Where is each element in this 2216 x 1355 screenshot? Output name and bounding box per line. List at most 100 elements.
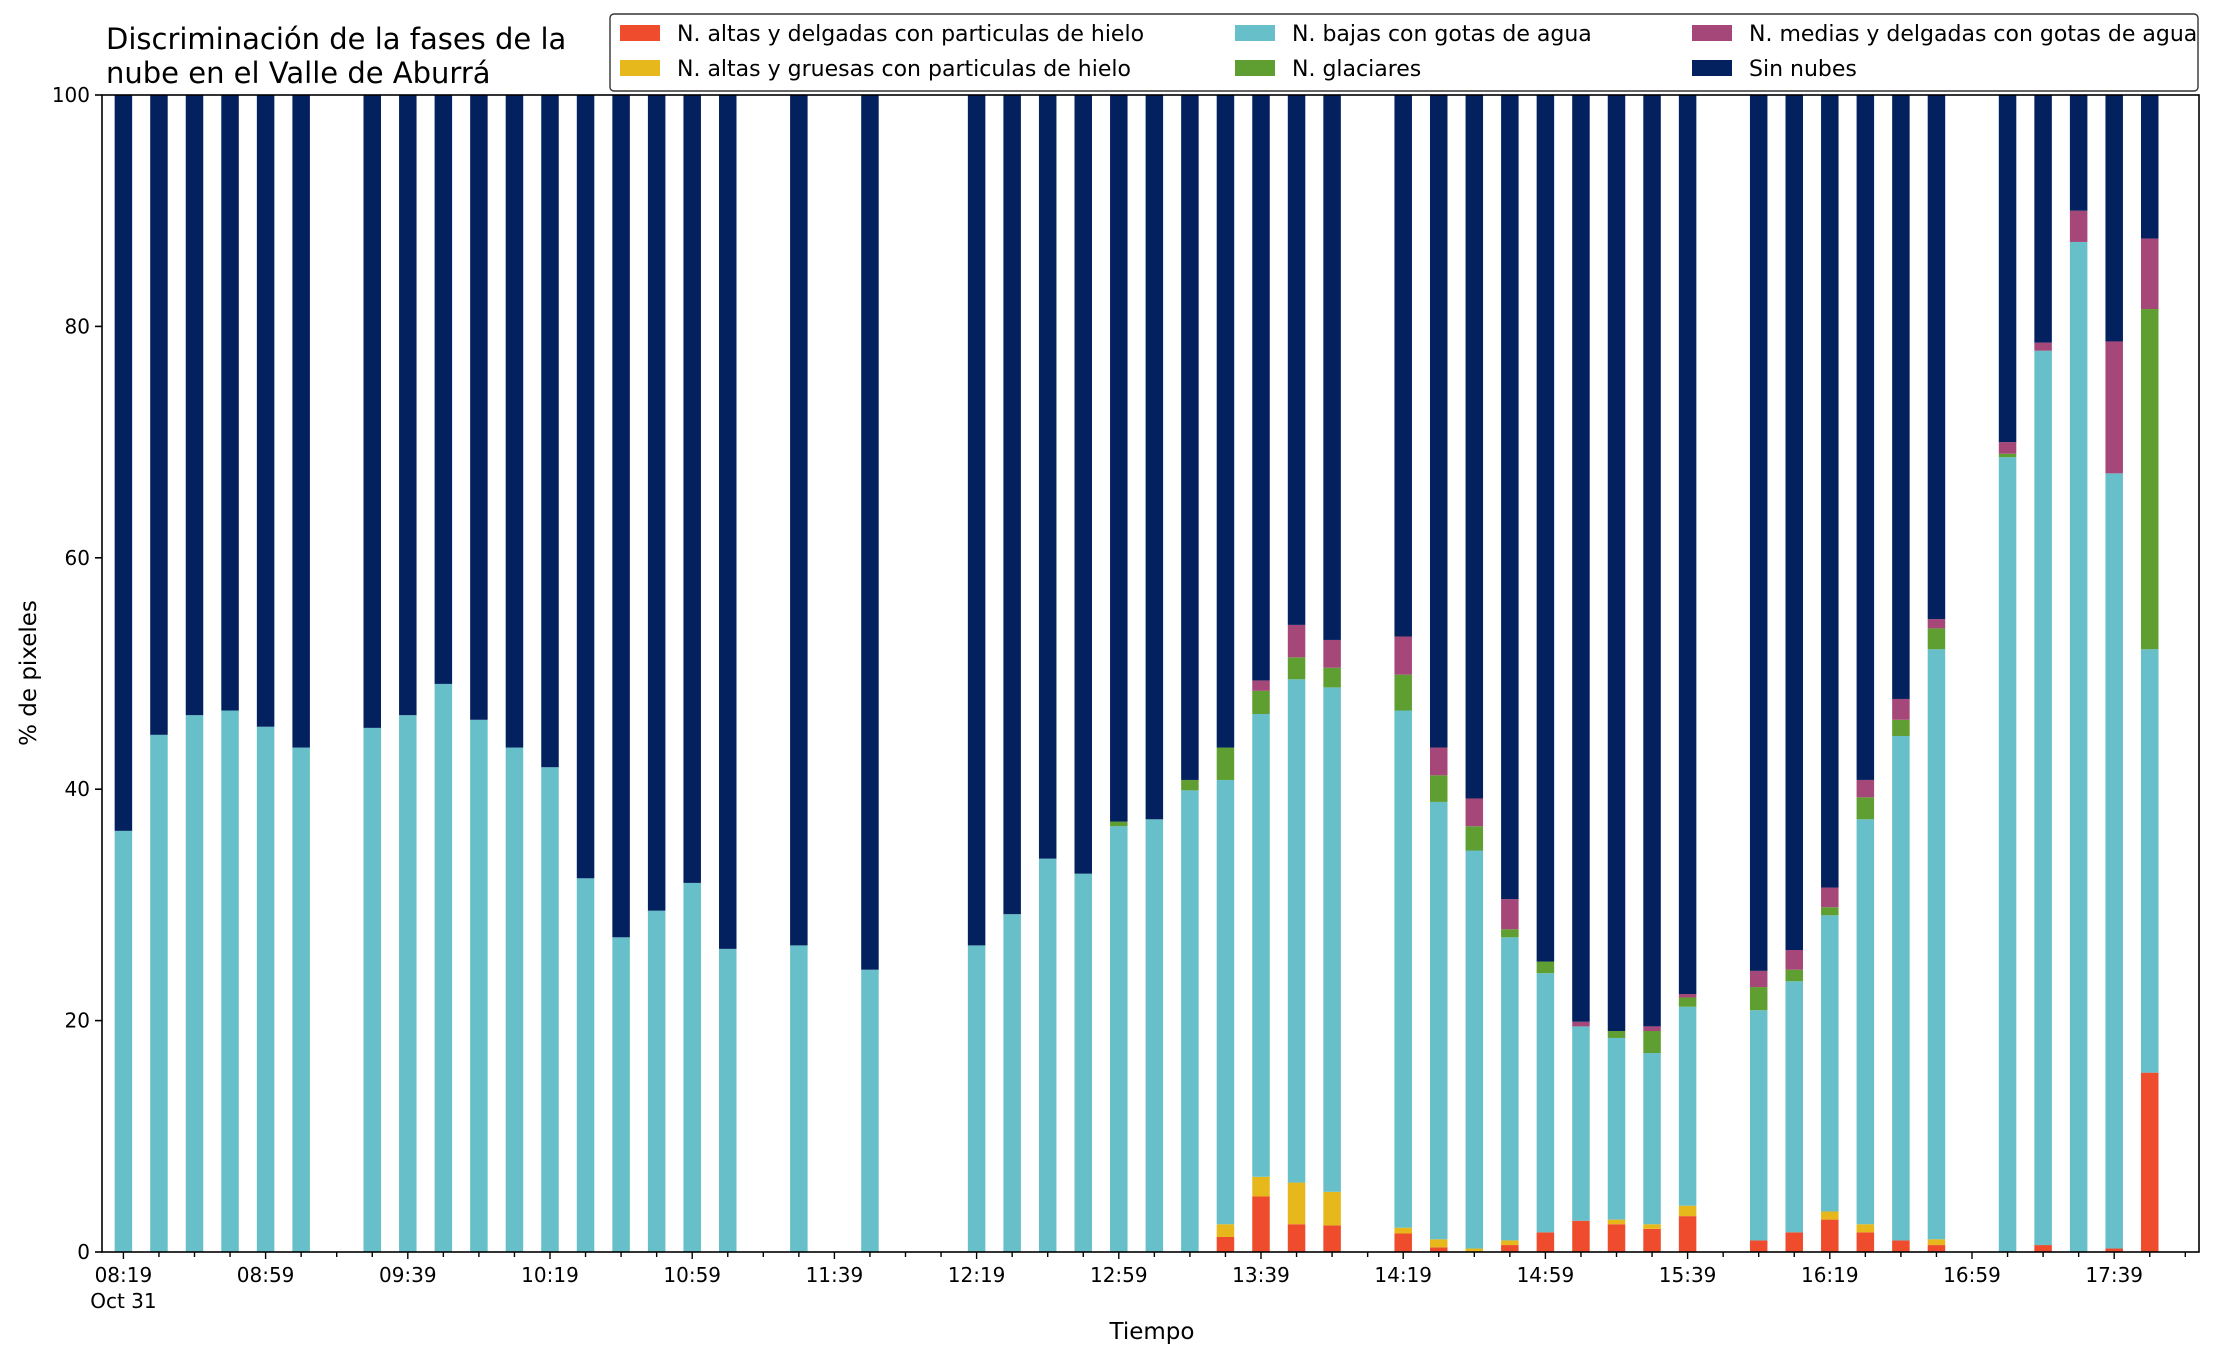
x-tick-label: 08:59 [237, 1263, 295, 1287]
bar-segment [150, 95, 168, 735]
bar-segment [1430, 747, 1448, 776]
bar-segment [114, 95, 133, 831]
bar-segment [1501, 1245, 1519, 1252]
bar-segment [2141, 95, 2159, 239]
bar-segment [1892, 719, 1910, 736]
bar-segment [2069, 210, 2088, 242]
bar-segment [1856, 1232, 1875, 1252]
bar-segment [1394, 710, 1412, 1228]
bar-segment [1749, 987, 1768, 1011]
bar-segment [790, 95, 808, 946]
bar-stack-group [114, 95, 2159, 1252]
bar-segment [1892, 1240, 1910, 1252]
bar-segment [1181, 790, 1199, 1252]
bar-segment [470, 719, 488, 1252]
bar-segment [1536, 961, 1555, 974]
bar-segment [1003, 95, 1021, 915]
bar-segment [505, 747, 524, 1252]
bar-segment [1536, 973, 1555, 1233]
legend-label: N. altas y delgadas con particulas de hi… [677, 22, 1144, 47]
legend-label: N. medias y delgadas con gotas de agua [1749, 22, 2197, 47]
bar-segment [1785, 1232, 1803, 1252]
bar-segment [967, 945, 986, 1252]
bar-segment [1607, 1224, 1626, 1252]
legend-frame [609, 13, 2199, 92]
bar-segment [1216, 1236, 1235, 1252]
bar-segment [719, 948, 737, 1252]
bar-segment [1643, 1053, 1661, 1225]
bar-segment [1643, 95, 1661, 1027]
bar-segment [1892, 95, 1910, 699]
bar-segment [1252, 690, 1270, 714]
y-axis: 0 20 40 60 80 100 [52, 83, 102, 1264]
y-tick-label: 20 [65, 1009, 90, 1033]
bar-segment [1998, 442, 2017, 454]
bar-segment [576, 878, 595, 1252]
bar-segment [1323, 639, 1341, 668]
bar-segment [1465, 826, 1484, 851]
bar-segment [1501, 899, 1519, 930]
bar-segment [1785, 950, 1803, 970]
bar-segment [256, 726, 275, 1252]
bar-segment [1785, 981, 1803, 1233]
bar-segment [1145, 95, 1164, 820]
bar-segment [1323, 95, 1341, 640]
bar-segment [2034, 342, 2052, 351]
y-tick-label: 40 [65, 777, 90, 801]
bar-segment [221, 710, 239, 1252]
bar-segment [2034, 1245, 2052, 1252]
x-tick-label: 12:19 [948, 1263, 1006, 1287]
bar-segment [1465, 1248, 1484, 1252]
bar-segment [1785, 95, 1803, 951]
bar-segment [1465, 95, 1484, 799]
x-tick-label: 16:59 [1943, 1263, 2001, 1287]
bar-segment [1145, 819, 1164, 1252]
bar-segment [2141, 309, 2159, 650]
x-tick-label: 15:39 [1659, 1263, 1717, 1287]
bar-segment [1572, 1026, 1590, 1221]
bar-segment [612, 937, 630, 1252]
x-tick-label: 16:19 [1801, 1263, 1859, 1287]
bar-segment [505, 95, 524, 748]
bar-segment [256, 95, 275, 727]
bar-segment [1252, 1176, 1270, 1197]
bar-segment [2034, 350, 2052, 1246]
bar-segment [1678, 1216, 1697, 1252]
bar-segment [1216, 747, 1235, 780]
bar-segment [1678, 95, 1697, 994]
bar-segment [1430, 95, 1448, 748]
x-tick-label: 14:59 [1517, 1263, 1575, 1287]
x-tick-sublabel: Oct 31 [90, 1289, 156, 1313]
bar-segment [1998, 95, 2017, 443]
bar-segment [719, 95, 737, 949]
legend: N. altas y delgadas con particulas de hi… [609, 13, 2199, 92]
bar-segment [1216, 779, 1235, 1225]
bar-segment [2069, 241, 2088, 1252]
bar-segment [1501, 929, 1519, 938]
bar-segment [1181, 779, 1199, 791]
legend-swatch [1692, 60, 1732, 76]
bar-segment [1287, 1182, 1306, 1225]
bar-segment [1394, 674, 1412, 711]
bar-segment [399, 715, 417, 1252]
bar-segment [1287, 679, 1306, 1183]
bar-segment [1856, 819, 1875, 1225]
x-tick-label: 14:19 [1374, 1263, 1432, 1287]
chart-title-line-1: Discriminación de la fases de la [106, 22, 566, 56]
bar-segment [1323, 1225, 1341, 1252]
bar-segment [2105, 95, 2123, 342]
bar-segment [1074, 95, 1092, 874]
x-tick-label: 10:59 [663, 1263, 721, 1287]
legend-label: N. altas y gruesas con particulas de hie… [677, 57, 1131, 82]
bar-segment [1678, 1205, 1697, 1217]
x-tick-label: 09:39 [379, 1263, 437, 1287]
bar-segment [1110, 821, 1128, 827]
bar-segment [1678, 1006, 1697, 1206]
bar-segment [1607, 1037, 1626, 1220]
legend-label: N. bajas con gotas de agua [1292, 22, 1592, 47]
bar-segment [1749, 970, 1768, 988]
bar-segment [292, 747, 310, 1252]
bar-segment [1821, 1211, 1839, 1220]
bar-segment [861, 969, 879, 1252]
bar-segment [2105, 473, 2123, 1249]
